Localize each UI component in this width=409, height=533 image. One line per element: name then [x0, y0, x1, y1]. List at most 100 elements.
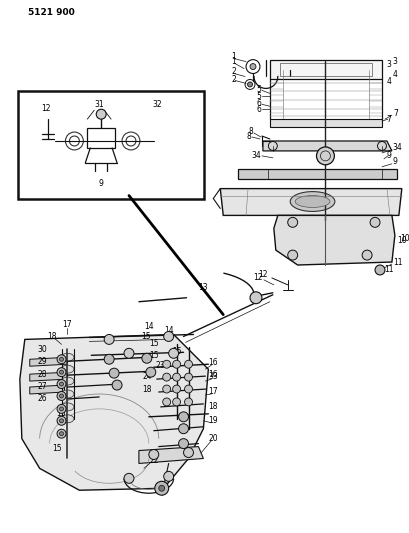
Text: 18: 18 [208, 402, 218, 411]
Text: 18: 18 [47, 332, 56, 341]
Bar [18, 91, 204, 198]
Circle shape [178, 424, 188, 434]
Circle shape [162, 360, 170, 368]
Text: 5: 5 [256, 85, 260, 94]
Text: 4: 4 [386, 77, 391, 86]
Circle shape [59, 370, 63, 374]
Polygon shape [30, 385, 64, 394]
Text: 14: 14 [164, 326, 173, 335]
Text: 22: 22 [149, 456, 158, 465]
Polygon shape [269, 60, 381, 79]
Text: 16: 16 [208, 358, 218, 367]
Circle shape [59, 407, 63, 411]
Circle shape [155, 481, 168, 495]
Text: 28: 28 [38, 370, 47, 378]
Circle shape [112, 380, 122, 390]
Ellipse shape [290, 191, 334, 212]
Text: 7: 7 [392, 109, 397, 118]
Text: 24: 24 [142, 372, 151, 381]
Circle shape [184, 360, 192, 368]
Ellipse shape [61, 353, 74, 361]
Text: 15: 15 [141, 332, 150, 341]
Circle shape [172, 398, 180, 406]
Circle shape [59, 419, 63, 423]
Circle shape [124, 473, 134, 483]
Circle shape [249, 63, 255, 69]
Text: 5: 5 [256, 92, 260, 101]
Circle shape [59, 394, 63, 398]
Circle shape [57, 416, 66, 425]
Text: 8: 8 [247, 126, 252, 135]
Circle shape [104, 354, 114, 364]
Circle shape [287, 217, 297, 227]
Circle shape [247, 82, 252, 87]
Circle shape [369, 217, 379, 227]
Text: 13: 13 [198, 284, 208, 292]
Circle shape [249, 292, 261, 304]
Text: 15: 15 [171, 347, 181, 356]
Text: 15: 15 [52, 444, 61, 453]
Circle shape [109, 368, 119, 378]
Text: 34: 34 [251, 151, 260, 160]
Circle shape [287, 250, 297, 260]
Text: 25: 25 [142, 355, 151, 364]
Polygon shape [30, 372, 67, 381]
Circle shape [374, 265, 384, 275]
Circle shape [162, 373, 170, 381]
Ellipse shape [61, 365, 74, 373]
Ellipse shape [61, 415, 74, 423]
Text: 21: 21 [159, 482, 168, 491]
Circle shape [172, 385, 180, 393]
Circle shape [162, 398, 170, 406]
Text: 9: 9 [99, 179, 103, 188]
Text: 1: 1 [231, 52, 235, 61]
Circle shape [178, 412, 188, 422]
Circle shape [57, 429, 66, 438]
Text: 12: 12 [253, 273, 262, 282]
Text: 3: 3 [386, 60, 391, 69]
Circle shape [124, 349, 134, 358]
Ellipse shape [61, 390, 74, 398]
Text: 1: 1 [231, 57, 235, 66]
Circle shape [57, 379, 66, 389]
Ellipse shape [61, 403, 74, 411]
Text: 7: 7 [386, 115, 391, 124]
Circle shape [184, 398, 192, 406]
Text: 18: 18 [142, 384, 151, 393]
Polygon shape [30, 357, 67, 366]
Bar [269, 119, 381, 127]
Text: 2: 2 [231, 75, 235, 84]
Text: 10: 10 [396, 236, 405, 245]
Polygon shape [139, 447, 203, 464]
Text: 17: 17 [63, 320, 72, 329]
Circle shape [316, 147, 334, 165]
Text: 11: 11 [392, 257, 401, 266]
Text: 19: 19 [208, 416, 218, 425]
Text: 33: 33 [208, 372, 218, 381]
Circle shape [59, 432, 63, 435]
Circle shape [172, 373, 180, 381]
Circle shape [146, 367, 155, 377]
Polygon shape [20, 335, 208, 490]
Text: 23: 23 [155, 361, 165, 370]
Ellipse shape [61, 377, 74, 385]
Text: 31: 31 [94, 100, 104, 109]
Circle shape [59, 382, 63, 386]
Text: 12: 12 [42, 104, 51, 113]
Text: 2: 2 [231, 67, 235, 76]
Text: 32: 32 [152, 100, 161, 109]
Text: 9: 9 [392, 157, 397, 166]
Text: 9: 9 [386, 151, 391, 160]
Circle shape [57, 368, 66, 377]
Text: 10: 10 [399, 234, 409, 243]
Circle shape [172, 360, 180, 368]
Text: 16: 16 [208, 370, 218, 378]
Text: 6: 6 [256, 99, 260, 108]
Text: 8: 8 [246, 132, 250, 141]
Circle shape [163, 332, 173, 342]
Text: 3: 3 [392, 57, 397, 66]
Text: 15: 15 [56, 409, 66, 418]
Text: 15: 15 [148, 351, 158, 360]
Text: 6: 6 [256, 105, 260, 114]
Circle shape [96, 109, 106, 119]
